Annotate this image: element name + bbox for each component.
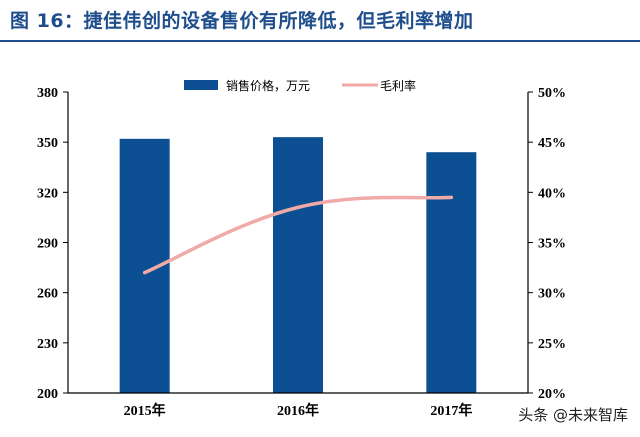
category-label: 2016年 [277,402,319,419]
legend-label-price: 销售价格，万元 [226,78,310,93]
category-label: 2015年 [124,402,166,419]
bar-3 [426,152,477,393]
title-divider [0,40,640,42]
legend-swatch-price [184,80,218,90]
left-tick-label: 200 [37,387,58,402]
right-tick-label: 20% [538,387,566,402]
watermark: 头条 @未来智库 [518,406,628,424]
legend-label-margin: 毛利率 [380,78,416,93]
right-tick-label: 45% [538,136,566,151]
chart-title: 图 16：捷佳伟创的设备售价有所降低，但毛利率增加 [10,10,474,32]
right-tick-label: 35% [538,237,566,252]
left-tick-label: 260 [37,287,58,302]
left-tick-label: 380 [37,86,58,101]
right-tick-label: 50% [538,86,566,101]
category-labels: 2015年 2016年 2017年 [124,402,473,419]
bar-series [119,137,477,393]
left-tick-label: 320 [37,186,58,201]
left-tick-label: 290 [37,237,58,252]
right-tick-label: 30% [538,287,566,302]
bar-2 [273,137,323,393]
legend: 销售价格，万元 毛利率 [184,78,416,93]
right-tick-label: 25% [538,337,566,352]
line-series [142,195,454,275]
right-tick-label: 40% [538,186,566,201]
left-axis-ticks: 200 230 260 290 320 350 380 [37,86,68,402]
left-tick-label: 230 [37,337,58,352]
right-axis-ticks: 20% 25% 30% 35% 40% 45% 50% [528,86,566,402]
category-label: 2017年 [430,402,472,419]
left-tick-label: 350 [37,136,58,151]
